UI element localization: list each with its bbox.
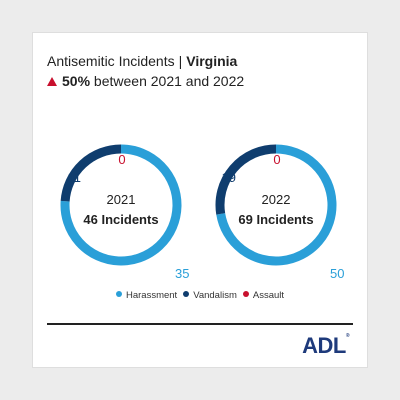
legend-item-assault: Assault xyxy=(242,290,285,301)
donut-2022-year-label: 2022 xyxy=(262,192,291,207)
chart-title: Antisemitic Incidents | Virginia xyxy=(47,53,237,69)
donut-2022-segment-harassment xyxy=(216,144,337,266)
donut-2021-value-harassment: 35 xyxy=(175,266,189,281)
donut-charts: 35 11 0 2021 46 Incidents 50 19 0 2022 69 Inciden… xyxy=(60,144,344,281)
donut-2021-segment-harassment xyxy=(60,144,182,266)
donut-2021-year-label: 2021 xyxy=(107,192,136,207)
donut-2022-value-assault: 0 xyxy=(273,152,280,167)
legend-dot-assault xyxy=(242,291,249,297)
donut-2021-value-assault: 0 xyxy=(118,152,125,167)
title-text: Antisemitic Incidents xyxy=(47,53,175,69)
donut-2022-segment-vandalism xyxy=(215,144,277,215)
legend-item-harassment: Harassment xyxy=(115,290,178,301)
legend-label-harassment: Harassment xyxy=(125,290,178,301)
donut-2022-center-label: 69 Incidents xyxy=(238,212,313,227)
legend-item-vandalism: Vandalism xyxy=(183,290,237,301)
legend: Harassment Vandalism Assault xyxy=(33,290,367,301)
title-separator: | xyxy=(178,53,183,69)
donut-2021-segment-vandalism xyxy=(60,144,122,202)
change-percent: 50% xyxy=(62,73,91,89)
logo-text: ADL xyxy=(302,333,346,358)
donut-2022-value-harassment: 50 xyxy=(330,266,344,281)
chart-subtitle: 50% between 2021 and 2022 xyxy=(47,73,244,89)
legend-label-assault: Assault xyxy=(252,290,285,301)
up-triangle-icon xyxy=(47,77,57,86)
legend-dot-vandalism xyxy=(183,291,190,297)
state-name: Virginia xyxy=(186,53,238,69)
logo-registered-mark: ® xyxy=(345,333,350,339)
donut-2022-value-vandalism: 19 xyxy=(222,170,236,185)
divider-rule xyxy=(47,323,353,325)
donut-2021-value-vandalism: 11 xyxy=(68,170,82,185)
legend-label-vandalism: Vandalism xyxy=(193,290,237,301)
donut-2021-center-label: 46 Incidents xyxy=(83,212,158,227)
legend-dot-harassment xyxy=(115,291,122,297)
adl-logo: ADL® xyxy=(302,333,349,359)
chart-card: Antisemitic Incidents | Virginia 50% betwe… xyxy=(33,33,367,367)
change-text: between 2021 and 2022 xyxy=(93,73,245,89)
